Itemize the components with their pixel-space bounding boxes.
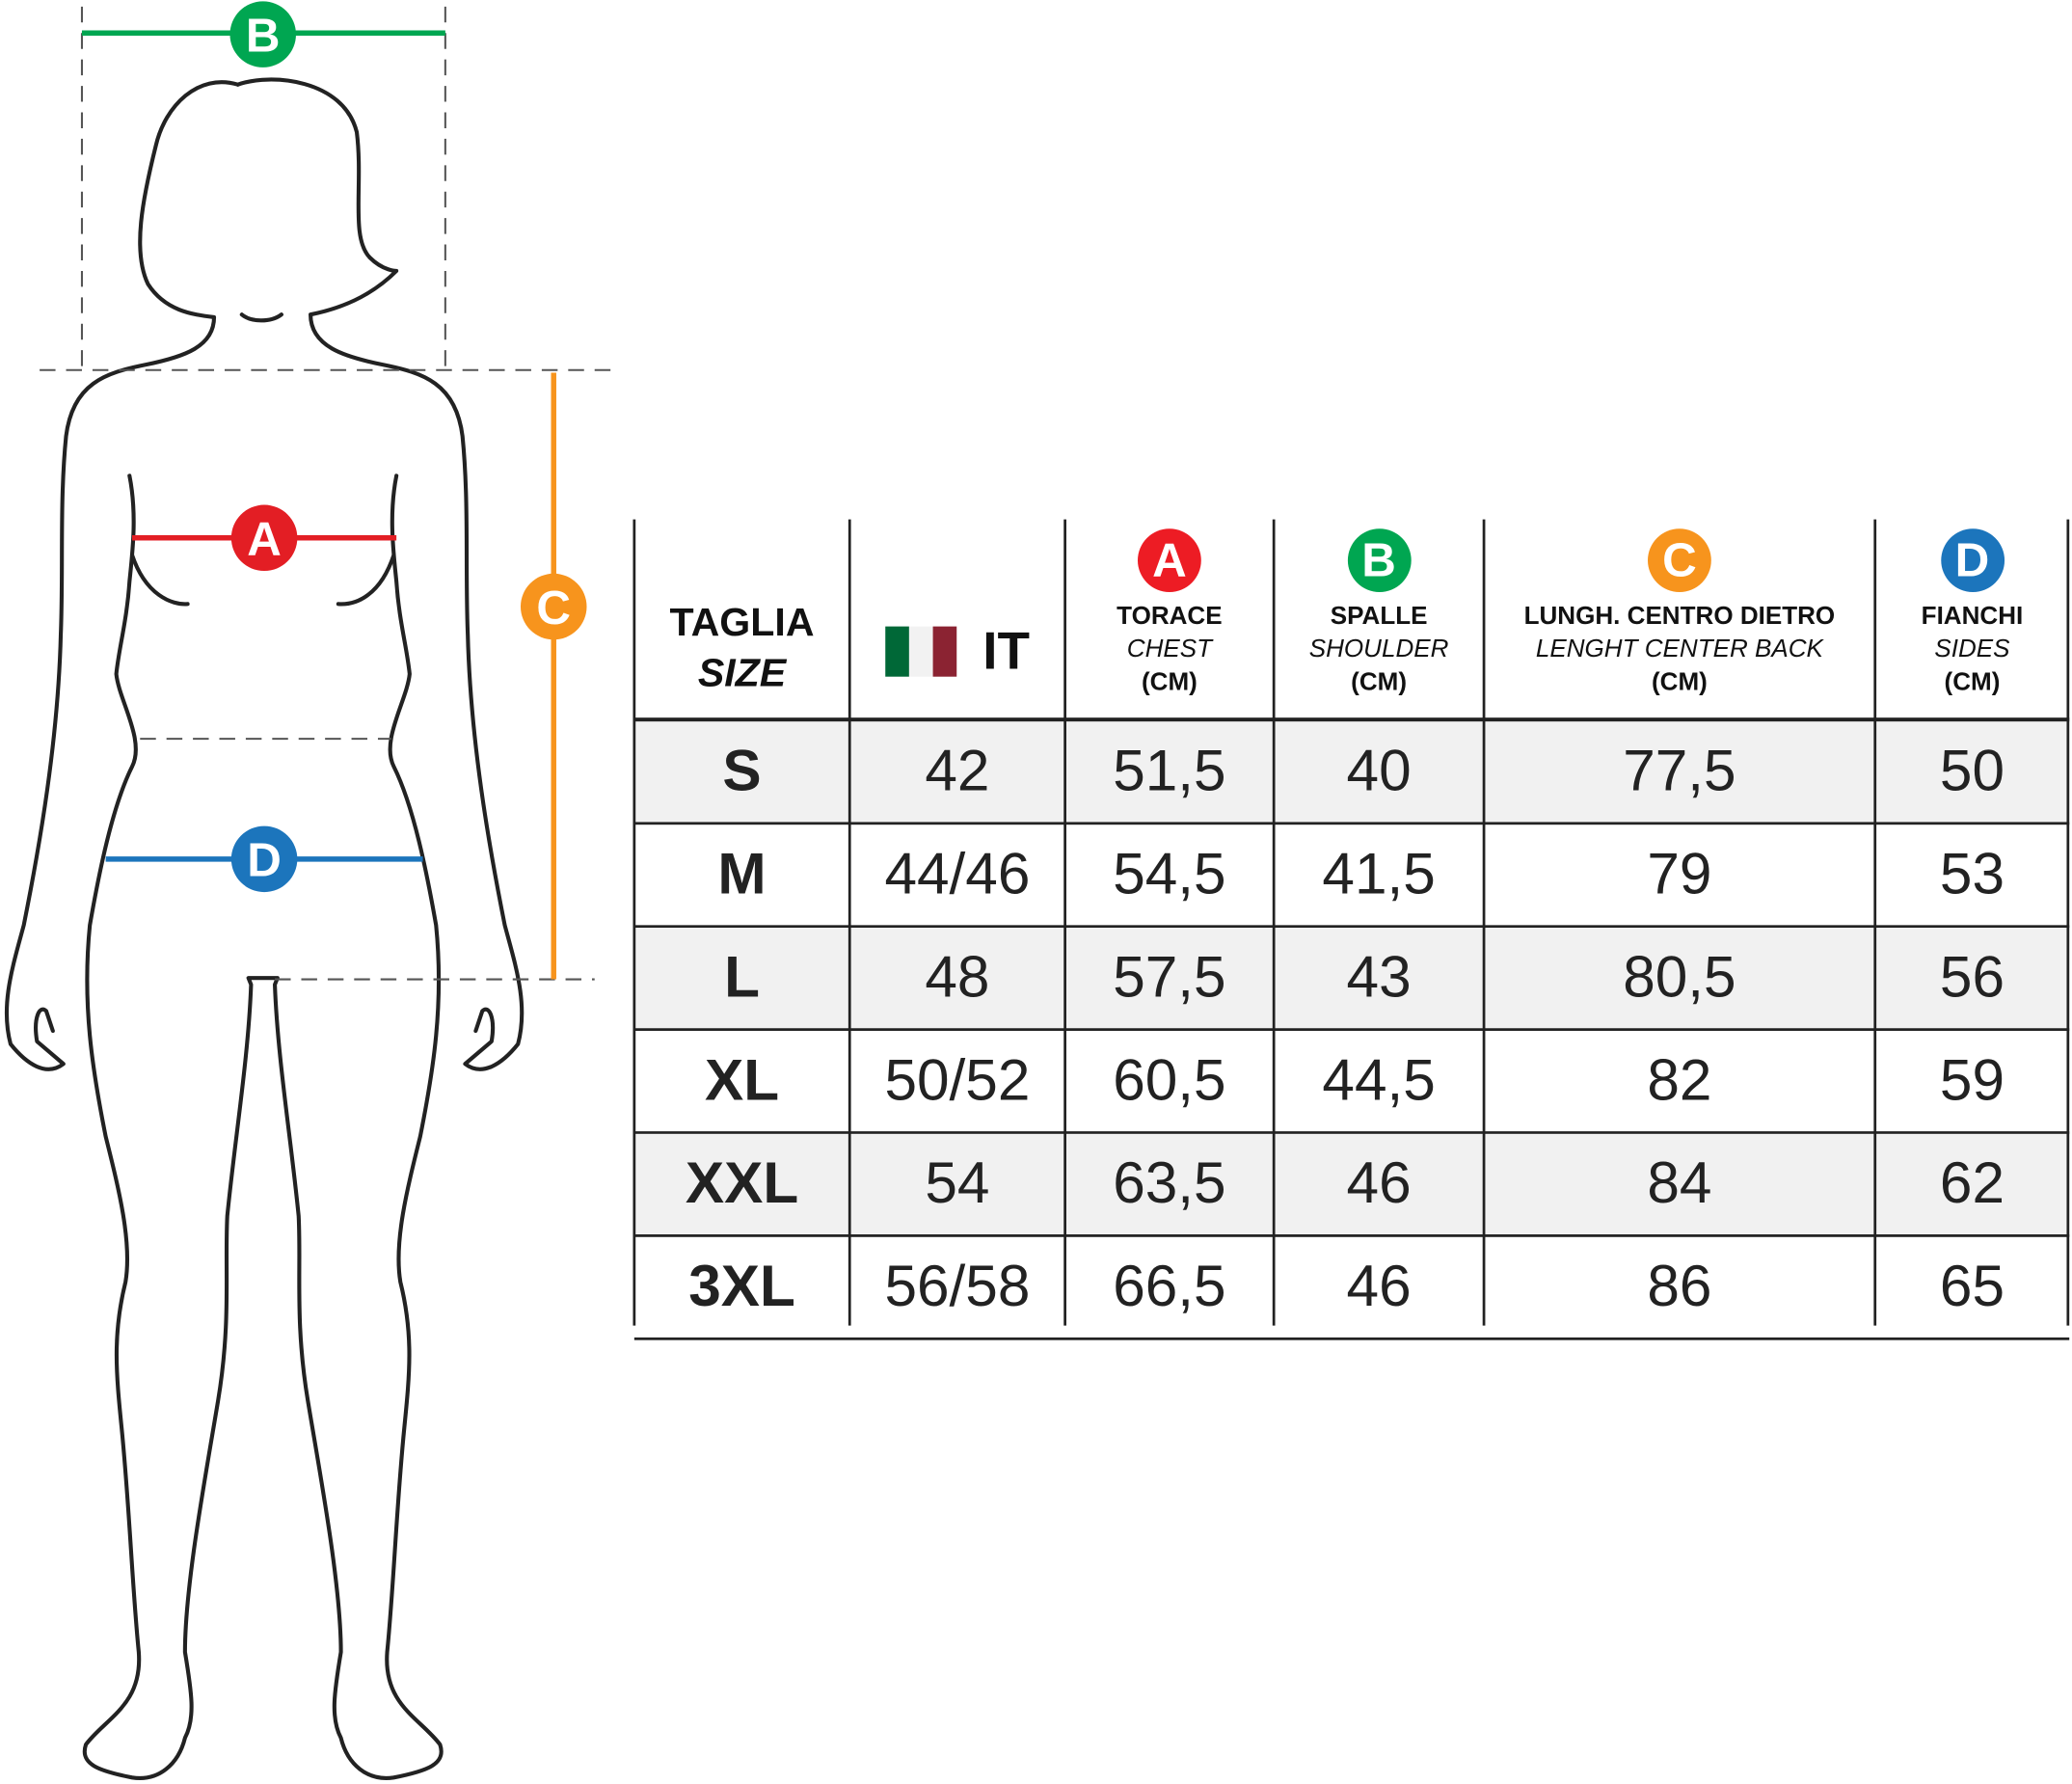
cell-shoulder: 46 xyxy=(1346,1150,1412,1216)
guide-lines xyxy=(40,6,622,981)
cell-length: 77,5 xyxy=(1623,739,1736,804)
cell-chest: 63,5 xyxy=(1113,1150,1226,1216)
column-divider xyxy=(2066,519,2070,1326)
cell-shoulder: 40 xyxy=(1346,739,1412,804)
cell-it: 56/58 xyxy=(884,1254,1031,1319)
column-divider xyxy=(848,519,851,1326)
cell-size: M xyxy=(717,842,767,907)
woman-silhouette xyxy=(4,77,525,1780)
cell-it: 50/52 xyxy=(884,1047,1031,1113)
cell-length: 86 xyxy=(1647,1254,1712,1319)
cell-sides: 56 xyxy=(1939,944,2005,1011)
header-sides: D FIANCHI SIDES (CM) xyxy=(1875,520,2069,718)
header-sides-en: SIDES xyxy=(1934,635,2010,663)
marker-letter: C xyxy=(536,581,571,635)
cell-sides: 65 xyxy=(1939,1254,2005,1319)
marker-letter: A xyxy=(247,513,282,566)
header-it: IT xyxy=(849,520,1064,718)
column-divider xyxy=(1873,519,1877,1326)
header-chest: A TORACE CHEST (CM) xyxy=(1065,520,1275,718)
table-row: S 42 51,5 40 77,5 50 xyxy=(633,721,2070,825)
header-length-it: LUNGH. CENTRO DIETRO xyxy=(1523,602,1836,631)
cell-size: 3XL xyxy=(688,1254,795,1319)
header-shoulder: B SPALLE SHOULDER (CM) xyxy=(1274,520,1484,718)
header-shoulder-unit: (CM) xyxy=(1351,668,1408,697)
cell-size: XL xyxy=(704,1047,780,1113)
cell-shoulder: 41,5 xyxy=(1322,842,1436,907)
badge-c: C xyxy=(1648,528,1711,592)
cell-shoulder: 44,5 xyxy=(1322,1047,1436,1113)
cell-chest: 60,5 xyxy=(1113,1047,1226,1113)
size-chart-table: TAGLIA SIZE IT A TORACE CHEST (CM) B SPA… xyxy=(632,519,2070,1340)
cell-chest: 51,5 xyxy=(1113,739,1226,804)
header-length-en: LENGHT CENTER BACK xyxy=(1535,635,1823,663)
cell-chest: 57,5 xyxy=(1113,944,1226,1011)
header-chest-unit: (CM) xyxy=(1141,668,1197,697)
header-it-label: IT xyxy=(982,621,1030,681)
cell-it: 44/46 xyxy=(884,842,1031,907)
marker-c: C xyxy=(520,573,587,640)
badge-a: A xyxy=(1138,528,1201,592)
cell-sides: 53 xyxy=(1939,842,2005,907)
header-length-unit: (CM) xyxy=(1651,668,1708,697)
marker-a: A xyxy=(230,504,298,572)
cell-it: 42 xyxy=(925,739,990,804)
table-row: XXL 54 63,5 46 84 62 xyxy=(633,1133,2070,1237)
header-shoulder-en: SHOULDER xyxy=(1308,635,1449,663)
header-size-en: SIZE xyxy=(697,651,787,695)
column-divider xyxy=(1063,519,1066,1326)
cell-size: L xyxy=(724,944,760,1011)
marker-letter: B xyxy=(246,9,281,62)
cell-chest: 54,5 xyxy=(1113,842,1226,907)
header-shoulder-it: SPALLE xyxy=(1330,602,1428,631)
badge-d: D xyxy=(1940,528,2005,592)
cell-length: 79 xyxy=(1647,842,1712,907)
table-row: L 48 57,5 43 80,5 56 xyxy=(633,928,2070,1031)
marker-b: B xyxy=(229,1,296,68)
table-row: 3XL 56/58 66,5 46 86 65 xyxy=(633,1237,2070,1340)
cell-chest: 66,5 xyxy=(1113,1254,1226,1319)
cell-length: 82 xyxy=(1647,1047,1712,1113)
column-divider xyxy=(1272,519,1276,1326)
italian-flag-icon xyxy=(884,626,956,677)
marker-d: D xyxy=(230,825,298,893)
header-sides-unit: (CM) xyxy=(1944,668,2001,697)
header-chest-en: CHEST xyxy=(1126,635,1213,663)
cell-sides: 62 xyxy=(1939,1150,2005,1216)
table-header: TAGLIA SIZE IT A TORACE CHEST (CM) B SPA… xyxy=(633,520,2070,722)
cell-length: 80,5 xyxy=(1623,944,1736,1011)
cell-shoulder: 43 xyxy=(1346,944,1412,1011)
cell-sides: 59 xyxy=(1939,1047,2005,1113)
header-length: C LUNGH. CENTRO DIETRO LENGHT CENTER BAC… xyxy=(1484,520,1875,718)
cell-size: XXL xyxy=(685,1150,799,1216)
header-size: TAGLIA SIZE xyxy=(634,520,849,718)
header-size-it: TAGLIA xyxy=(669,601,815,645)
table-row: XL 50/52 60,5 44,5 82 59 xyxy=(633,1031,2070,1134)
table-row: M 44/46 54,5 41,5 79 53 xyxy=(633,824,2070,929)
cell-it: 48 xyxy=(925,944,990,1011)
marker-letter: D xyxy=(247,834,282,887)
body-measurement-figure: A B C D xyxy=(4,1,622,1780)
column-divider xyxy=(632,519,636,1326)
header-sides-it: FIANCHI xyxy=(1921,602,2024,631)
cell-size: S xyxy=(722,739,762,804)
column-divider xyxy=(1482,519,1486,1326)
header-chest-it: TORACE xyxy=(1117,602,1223,631)
cell-sides: 50 xyxy=(1939,739,2005,804)
badge-b: B xyxy=(1347,528,1412,592)
cell-it: 54 xyxy=(925,1150,990,1216)
cell-shoulder: 46 xyxy=(1346,1254,1412,1319)
cell-length: 84 xyxy=(1647,1150,1712,1216)
